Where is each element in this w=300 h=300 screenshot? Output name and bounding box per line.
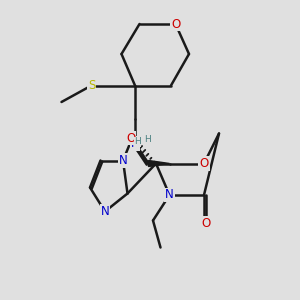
Text: O: O (171, 17, 180, 31)
Text: O: O (201, 217, 210, 230)
Text: H: H (134, 137, 141, 146)
Text: N: N (130, 137, 140, 150)
Text: N: N (100, 205, 109, 218)
Text: N: N (118, 154, 127, 167)
Text: N: N (165, 188, 174, 202)
Text: H: H (144, 135, 151, 144)
Text: O: O (126, 131, 135, 145)
Text: S: S (88, 79, 95, 92)
Text: O: O (200, 157, 208, 170)
Polygon shape (148, 160, 170, 166)
